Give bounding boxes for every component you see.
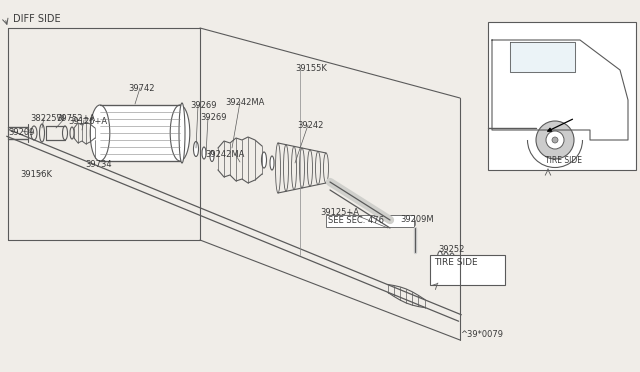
Ellipse shape bbox=[202, 147, 206, 159]
Text: 39269: 39269 bbox=[200, 113, 227, 122]
Text: 39155K: 39155K bbox=[295, 64, 327, 73]
Text: 39242: 39242 bbox=[297, 121, 323, 130]
Polygon shape bbox=[510, 42, 575, 72]
Ellipse shape bbox=[546, 131, 564, 149]
Ellipse shape bbox=[170, 105, 190, 161]
Bar bbox=[488, 22, 636, 170]
Text: 39126+A: 39126+A bbox=[68, 117, 107, 126]
Ellipse shape bbox=[179, 103, 185, 163]
Bar bbox=[326, 215, 414, 227]
Text: 39252: 39252 bbox=[438, 245, 465, 254]
Ellipse shape bbox=[536, 121, 574, 159]
Text: DIFF SIDE: DIFF SIDE bbox=[13, 14, 61, 24]
Text: 39269: 39269 bbox=[190, 101, 216, 110]
Ellipse shape bbox=[449, 253, 455, 271]
Text: TIRE SIDE: TIRE SIDE bbox=[434, 258, 477, 267]
Ellipse shape bbox=[437, 251, 443, 273]
Text: 39209M: 39209M bbox=[400, 215, 434, 224]
Text: 39125+A: 39125+A bbox=[320, 208, 359, 217]
Text: TIRE SIDE: TIRE SIDE bbox=[545, 156, 582, 165]
Text: 39742: 39742 bbox=[128, 84, 154, 93]
Ellipse shape bbox=[90, 105, 110, 161]
Text: 38225W: 38225W bbox=[30, 114, 65, 123]
Ellipse shape bbox=[210, 151, 214, 161]
Text: 39734: 39734 bbox=[85, 160, 111, 169]
Ellipse shape bbox=[443, 252, 449, 272]
Text: 39156K: 39156K bbox=[20, 170, 52, 179]
Ellipse shape bbox=[262, 152, 266, 168]
Text: SEE SEC. 476: SEE SEC. 476 bbox=[328, 216, 384, 225]
Ellipse shape bbox=[193, 141, 198, 157]
Text: 39752+A: 39752+A bbox=[56, 114, 95, 123]
Text: 39209: 39209 bbox=[8, 128, 35, 137]
Text: 39242MA: 39242MA bbox=[225, 98, 264, 107]
Bar bbox=[430, 255, 505, 285]
Ellipse shape bbox=[552, 137, 558, 143]
Text: ^39*0079: ^39*0079 bbox=[460, 330, 503, 339]
Text: 39242MA: 39242MA bbox=[205, 150, 244, 159]
Ellipse shape bbox=[270, 156, 274, 170]
Bar bbox=[100, 105, 180, 161]
